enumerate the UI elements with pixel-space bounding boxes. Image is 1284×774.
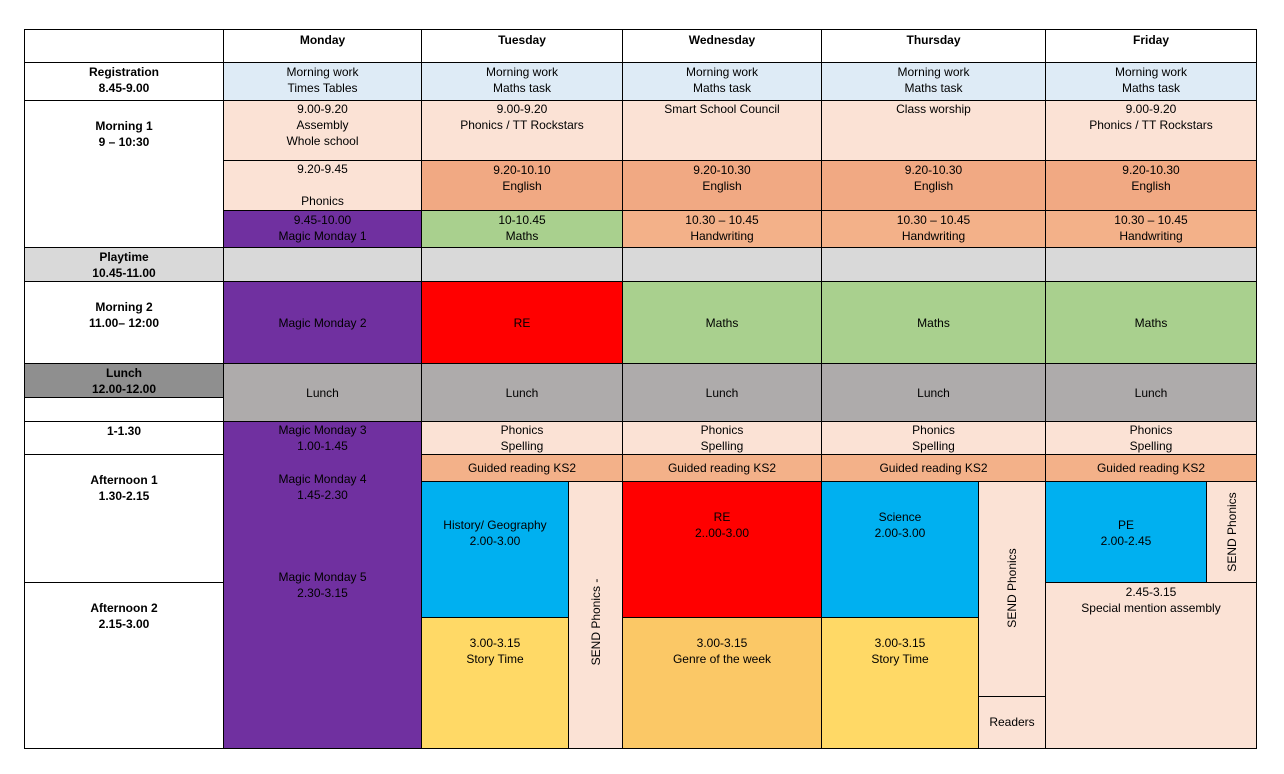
morning1b-friday: 9.20-10.30 English — [1045, 160, 1257, 211]
friday-send-phonics: SEND Phonics — [1206, 481, 1257, 583]
friday-special-mention-assembly: 2.45-3.15 Special mention assembly — [1045, 582, 1257, 749]
morning2-tuesday: RE — [421, 281, 623, 364]
thursday-science: Science 2.00-3.00 — [821, 481, 979, 618]
thursday-send-phonics: SEND Phonics — [978, 481, 1046, 697]
guided-reading-tuesday: Guided reading KS2 — [421, 454, 623, 482]
morning1c-thursday: 10.30 – 10.45 Handwriting — [821, 210, 1046, 248]
morning1c-friday: 10.30 – 10.45 Handwriting — [1045, 210, 1257, 248]
friday-pe: PE 2.00-2.45 — [1045, 481, 1207, 583]
morning1b-wednesday: 9.20-10.30 English — [622, 160, 822, 211]
magic-monday-5: Magic Monday 5 2.30-3.15 — [278, 570, 367, 600]
morning1a-monday: 9.00-9.20 Assembly Whole school — [223, 100, 422, 161]
morning1b-thursday: 9.20-10.30 English — [821, 160, 1046, 211]
row-label-morning2: Morning 2 11.00– 12:00 — [24, 281, 224, 364]
playtime-thursday — [821, 247, 1046, 282]
playtime-friday — [1045, 247, 1257, 282]
morning2-thursday: Maths — [821, 281, 1046, 364]
registration-tuesday: Morning work Maths task — [421, 62, 623, 101]
lunch-label-spacer — [24, 397, 224, 422]
playtime-wednesday — [622, 247, 822, 282]
morning1a-tuesday: 9.00-9.20 Phonics / TT Rockstars — [421, 100, 623, 161]
morning1a-friday: 9.00-9.20 Phonics / TT Rockstars — [1045, 100, 1257, 161]
lunch-friday: Lunch — [1045, 363, 1257, 422]
phonics-wednesday: Phonics Spelling — [622, 421, 822, 455]
registration-monday: Morning work Times Tables — [223, 62, 422, 101]
row-label-lunch: Lunch 12.00-12.00 — [24, 363, 224, 398]
magic-monday-3: Magic Monday 3 1.00-1.45 — [278, 423, 367, 453]
row-label-registration: Registration 8.45-9.00 — [24, 62, 224, 101]
morning1c-monday: 9.45-10.00 Magic Monday 1 — [223, 210, 422, 248]
lunch-thursday: Lunch — [821, 363, 1046, 422]
morning2-wednesday: Maths — [622, 281, 822, 364]
morning1b-tuesday: 9.20-10.10 English — [421, 160, 623, 211]
registration-thursday: Morning work Maths task — [821, 62, 1046, 101]
lunch-tuesday: Lunch — [421, 363, 623, 422]
phonics-thursday: Phonics Spelling — [821, 421, 1046, 455]
header-thursday: Thursday — [821, 29, 1046, 63]
row-label-after-lunch: 1-1.30 — [24, 421, 224, 455]
morning1c-tuesday: 10-10.45 Maths — [421, 210, 623, 248]
wednesday-genre: 3.00-3.15 Genre of the week — [622, 617, 822, 749]
playtime-tuesday — [421, 247, 623, 282]
monday-afternoon-block: Magic Monday 3 1.00-1.45 Magic Monday 4 1.… — [223, 421, 422, 749]
morning2-friday: Maths — [1045, 281, 1257, 364]
header-monday: Monday — [223, 29, 422, 63]
phonics-tuesday: Phonics Spelling — [421, 421, 623, 455]
row-label-afternoon1: Afternoon 1 1.30-2.15 — [24, 454, 224, 583]
registration-wednesday: Morning work Maths task — [622, 62, 822, 101]
magic-monday-4: Magic Monday 4 1.45-2.30 — [278, 472, 367, 502]
lunch-wednesday: Lunch — [622, 363, 822, 422]
playtime-monday — [223, 247, 422, 282]
morning1c-wednesday: 10.30 – 10.45 Handwriting — [622, 210, 822, 248]
guided-reading-friday: Guided reading KS2 — [1045, 454, 1257, 482]
tuesday-send-phonics: SEND Phonics - — [568, 481, 623, 749]
lunch-monday: Lunch — [223, 363, 422, 422]
phonics-friday: Phonics Spelling — [1045, 421, 1257, 455]
tuesday-history-geography: History/ Geography 2.00-3.00 — [421, 481, 569, 618]
guided-reading-wednesday: Guided reading KS2 — [622, 454, 822, 482]
header-friday: Friday — [1045, 29, 1257, 63]
morning1b-monday: 9.20-9.45 Phonics — [223, 160, 422, 211]
row-label-playtime: Playtime 10.45-11.00 — [24, 247, 224, 282]
wednesday-re: RE 2..00-3.00 — [622, 481, 822, 618]
row-label-afternoon2: Afternoon 2 2.15-3.00 — [24, 582, 224, 749]
thursday-story-time: 3.00-3.15 Story Time — [821, 617, 979, 749]
morning1a-thursday: Class worship — [821, 100, 1046, 161]
corner-cell — [24, 29, 224, 63]
thursday-readers: Readers — [978, 696, 1046, 749]
guided-reading-thursday: Guided reading KS2 — [821, 454, 1046, 482]
tuesday-story-time: 3.00-3.15 Story Time — [421, 617, 569, 749]
morning2-monday: Magic Monday 2 — [223, 281, 422, 364]
header-wednesday: Wednesday — [622, 29, 822, 63]
header-tuesday: Tuesday — [421, 29, 623, 63]
registration-friday: Morning work Maths task — [1045, 62, 1257, 101]
morning1a-wednesday: Smart School Council — [622, 100, 822, 161]
